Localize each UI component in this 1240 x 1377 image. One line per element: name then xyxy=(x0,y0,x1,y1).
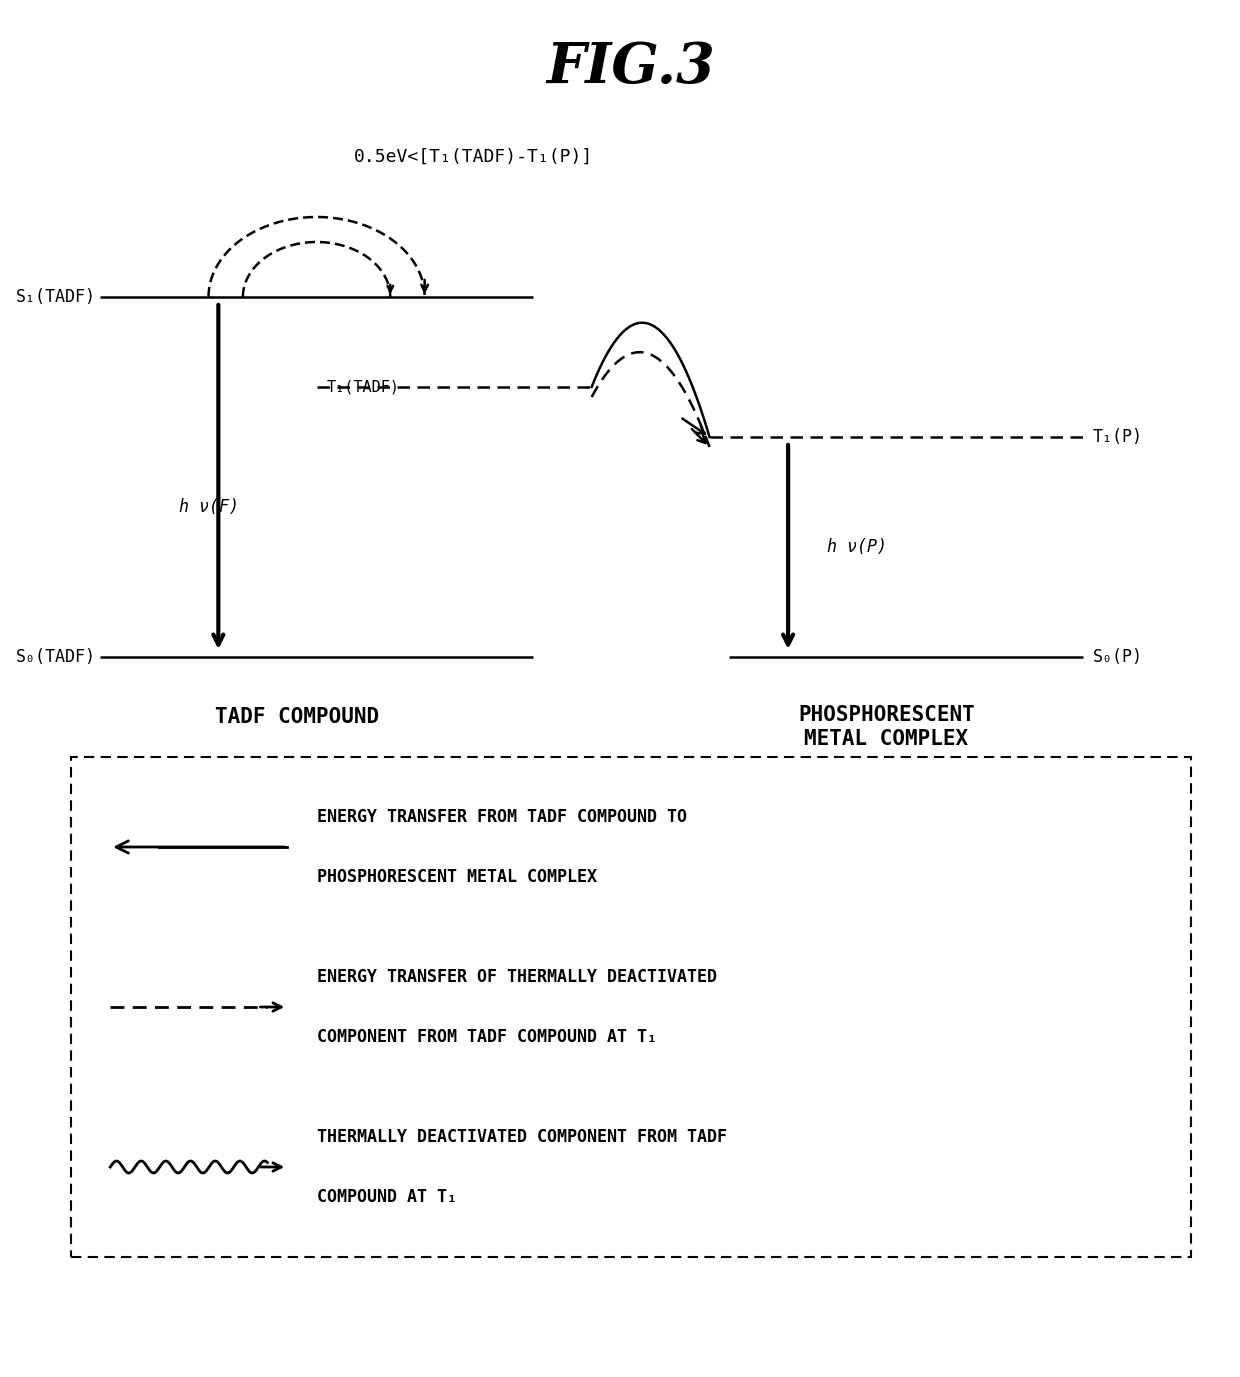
Text: S₁(TADF): S₁(TADF) xyxy=(16,288,95,306)
Text: COMPOUND AT T₁: COMPOUND AT T₁ xyxy=(316,1188,456,1206)
Text: ENERGY TRANSFER FROM TADF COMPOUND TO: ENERGY TRANSFER FROM TADF COMPOUND TO xyxy=(316,808,687,826)
Text: h ν(P): h ν(P) xyxy=(827,538,888,556)
Text: PHOSPHORESCENT METAL COMPLEX: PHOSPHORESCENT METAL COMPLEX xyxy=(316,868,596,885)
FancyBboxPatch shape xyxy=(71,757,1190,1257)
Text: FIG.3: FIG.3 xyxy=(547,40,715,95)
Text: TADF COMPOUND: TADF COMPOUND xyxy=(215,706,379,727)
Text: 0.5eV<[T₁(TADF)-T₁(P)]: 0.5eV<[T₁(TADF)-T₁(P)] xyxy=(355,147,594,167)
Text: S₀(P): S₀(P) xyxy=(1092,649,1142,666)
Text: THERMALLY DEACTIVATED COMPONENT FROM TADF: THERMALLY DEACTIVATED COMPONENT FROM TAD… xyxy=(316,1128,727,1146)
Text: PHOSPHORESCENT
METAL COMPLEX: PHOSPHORESCENT METAL COMPLEX xyxy=(799,705,975,749)
Text: T₁(TADF): T₁(TADF) xyxy=(326,380,399,394)
Text: T₁(P): T₁(P) xyxy=(1092,428,1142,446)
Text: ENERGY TRANSFER OF THERMALLY DEACTIVATED: ENERGY TRANSFER OF THERMALLY DEACTIVATED xyxy=(316,968,717,986)
Text: COMPONENT FROM TADF COMPOUND AT T₁: COMPONENT FROM TADF COMPOUND AT T₁ xyxy=(316,1029,657,1047)
Text: h ν(F): h ν(F) xyxy=(179,498,239,516)
Text: S₀(TADF): S₀(TADF) xyxy=(16,649,95,666)
